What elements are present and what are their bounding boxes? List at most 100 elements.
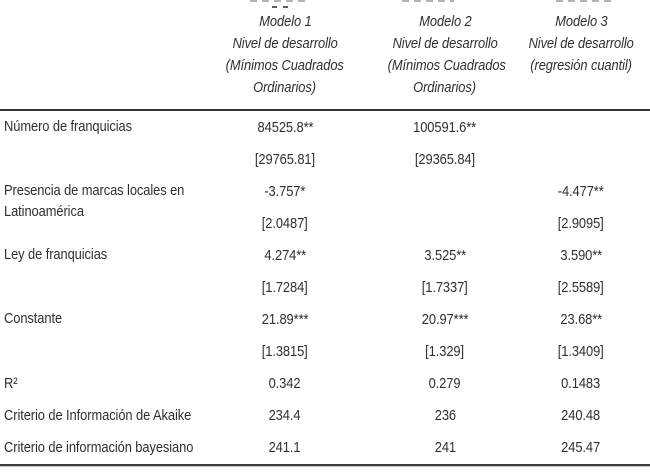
stat-cell: 236	[378, 399, 512, 431]
stat-value: 234.4	[269, 407, 301, 424]
stat-label: Criterio de Información de Akaike	[4, 407, 192, 424]
se-cell: [1.3815]	[192, 335, 378, 367]
model-title: Modelo 3	[554, 13, 608, 30]
stat-value: 0.342	[269, 375, 301, 392]
table-row: [1.7284] [1.7337] [2.5589]	[0, 271, 650, 303]
header-row: Modelo 1 Nivel de desarrollo (Mínimos Cu…	[0, 0, 650, 111]
row-label: Constante	[4, 310, 63, 327]
se-value: [1.7284]	[262, 279, 308, 296]
header-model-2: Modelo 2 Nivel de desarrollo (Mínimos Cu…	[378, 0, 512, 111]
model-method: Ordinarios)	[413, 79, 477, 96]
se-cell: [1.7337]	[378, 271, 512, 303]
coef-cell: 84525.8**	[192, 110, 378, 143]
coef-cell: 3.525**	[378, 239, 512, 271]
coef-cell: 4.274**	[192, 239, 378, 271]
coef-cell	[512, 110, 650, 143]
table-row: Constante 21.89*** 20.97*** 23.68**	[0, 303, 650, 335]
row-label-cell: Presencia de marcas locales en Latinoamé…	[0, 175, 192, 239]
stat-value: 241.1	[269, 439, 301, 456]
row-label: Número de franquicias	[4, 118, 132, 135]
stat-cell: 0.279	[378, 367, 512, 399]
model-method: Ordinarios)	[253, 79, 317, 96]
table-row: [29765.81] [29365.84]	[0, 143, 650, 175]
coef-cell: 3.590**	[512, 239, 650, 271]
se-cell: [2.0487]	[192, 207, 378, 239]
se-cell	[512, 143, 650, 175]
header-model-3: Modelo 3 Nivel de desarrollo (regresión …	[512, 0, 650, 111]
se-cell	[378, 207, 512, 239]
model-method: (Mínimos Cuadrados	[225, 57, 345, 74]
table-row: Criterio de información bayesiano 241.1 …	[0, 431, 650, 463]
table-row: R² 0.342 0.279 0.1483	[0, 367, 650, 399]
coef-cell: -4.477**	[512, 175, 650, 207]
stat-cell: 241.1	[192, 431, 378, 463]
row-label-cell: Constante	[0, 303, 192, 367]
se-cell: [1.3409]	[512, 335, 650, 367]
coef-value: 20.97***	[421, 311, 469, 328]
coef-cell	[378, 175, 512, 207]
stat-value: 241	[434, 439, 456, 456]
se-cell: [29765.81]	[192, 143, 378, 175]
coef-cell: 100591.6**	[378, 110, 512, 143]
se-cell: [1.7284]	[192, 271, 378, 303]
table-row: Presencia de marcas locales en Latinoamé…	[0, 175, 650, 220]
se-value: [2.0487]	[262, 215, 308, 232]
row-label-line2: Latinoamérica	[4, 203, 84, 220]
stat-cell: 0.1483	[512, 367, 650, 399]
stat-label-cell: R²	[0, 367, 192, 399]
stat-label-cell: Criterio de información bayesiano	[0, 431, 194, 463]
model-method: (regresión cuantil)	[530, 57, 632, 74]
row-label: Ley de franquicias	[4, 246, 108, 263]
stat-label: R²	[4, 375, 18, 392]
table-row: [1.3815] [1.329] [1.3409]	[0, 335, 650, 367]
se-value: [2.9095]	[558, 215, 604, 232]
stat-label: Criterio de información bayesiano	[4, 439, 194, 456]
stat-cell: 245.47	[512, 431, 650, 463]
coef-cell: 21.89***	[192, 303, 378, 335]
se-value: [1.329]	[425, 343, 465, 360]
stat-value: 236	[434, 407, 456, 424]
row-label-cell: Ley de franquicias	[0, 239, 192, 303]
stat-cell: 241	[378, 431, 512, 463]
coef-cell: 23.68**	[512, 303, 650, 335]
model-subtitle: Nivel de desarrollo	[232, 35, 338, 52]
coef-cell: -3.757*	[192, 175, 378, 207]
se-cell: [29365.84]	[378, 143, 512, 175]
model-method	[512, 77, 650, 99]
coef-cell: 20.97***	[378, 303, 512, 335]
stat-value: 0.1483	[561, 375, 601, 392]
model-subtitle: Nivel de desarrollo	[392, 35, 498, 52]
coef-value: 3.590**	[560, 247, 602, 264]
coef-value: 4.274**	[264, 247, 306, 264]
coef-value: -4.477**	[558, 183, 604, 200]
coef-value: 21.89***	[261, 311, 309, 328]
coef-value: -3.757*	[264, 183, 306, 200]
table-row: Criterio de Información de Akaike 234.4 …	[0, 399, 650, 431]
model-title: Modelo 2	[418, 13, 472, 30]
se-value: [29365.84]	[414, 151, 476, 168]
coef-value: 3.525**	[424, 247, 466, 264]
coef-value: 84525.8**	[257, 119, 313, 136]
stat-value: 245.47	[561, 439, 601, 456]
stat-cell: 234.4	[192, 399, 378, 431]
row-label-cell: Número de franquicias	[0, 110, 192, 175]
table-row: Ley de franquicias 4.274** 3.525** 3.590…	[0, 239, 650, 271]
table-row: Número de franquicias 84525.8** 100591.6…	[0, 110, 650, 143]
coef-value: 100591.6**	[413, 119, 477, 136]
se-cell: [2.9095]	[512, 207, 650, 239]
stat-value: 240.48	[561, 407, 601, 424]
model-subtitle: Nivel de desarrollo	[528, 35, 634, 52]
stat-cell: 240.48	[512, 399, 650, 431]
table-bottom-rule	[0, 464, 650, 466]
stat-value: 0.279	[429, 375, 461, 392]
se-value: [1.3409]	[558, 343, 604, 360]
model-title: Modelo 1	[258, 13, 312, 30]
stat-cell: 0.342	[192, 367, 378, 399]
row-label: Presencia de marcas locales en	[4, 182, 185, 199]
se-value: [2.5589]	[558, 279, 604, 296]
header-empty-cell	[0, 0, 192, 111]
coef-value: 23.68**	[560, 311, 602, 328]
model-method: (Mínimos Cuadrados	[387, 57, 506, 74]
